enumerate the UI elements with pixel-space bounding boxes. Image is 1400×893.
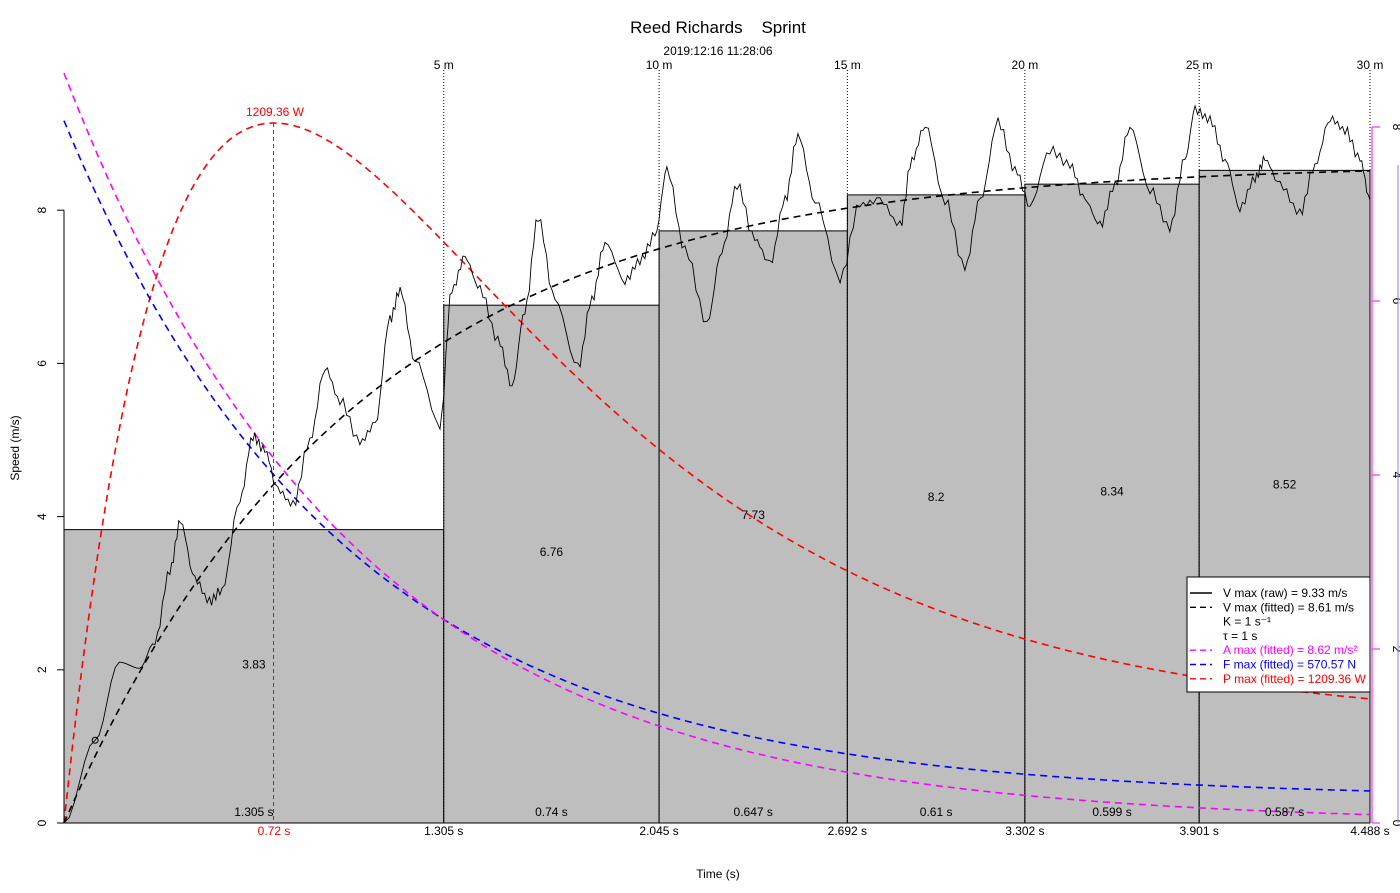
x-axis-label: Time (s): [696, 867, 740, 881]
split-bar: [443, 304, 660, 824]
pmax-label: 1209.36 W: [246, 105, 305, 119]
acceleration-fitted-curve: [63, 72, 1371, 816]
right-axis-tick-label: 2: [1390, 646, 1400, 653]
speed-raw-curve: [63, 104, 1371, 824]
legend-item-label: A max (fitted) = 8.62 m/s²: [1223, 643, 1357, 657]
labels: 3.83 1.305 s 1.305 s 5 m 6.76 0.74 s 2.045 s 10…: [234, 58, 1389, 838]
legend: V max (raw) = 9.33 m/sV max (fitted) = 8…: [1186, 576, 1371, 693]
split-time-tick-label: 3.302 s: [1005, 824, 1044, 838]
split-speed-label: 3.83: [242, 657, 266, 671]
split-speed-label: 7.73: [742, 508, 766, 522]
left-axis-tick-label: 2: [35, 666, 49, 673]
split-bar: [846, 194, 1026, 824]
split-distance-label: 20 m: [1012, 58, 1039, 72]
left-axis-tick-label: 8: [35, 207, 49, 214]
split-distance-label: 25 m: [1186, 58, 1213, 72]
split-duration-label: 0.74 s: [535, 805, 568, 819]
split-time-tick-label: 1.305 s: [424, 824, 463, 838]
split-distance-label: 15 m: [834, 58, 861, 72]
split-speed-label: 8.2: [928, 490, 945, 504]
split-bar: [658, 230, 848, 824]
split-speed-label: 8.52: [1273, 478, 1297, 492]
right-axis-tick-label: 8: [1390, 124, 1400, 131]
legend-item-label: F max (fitted) = 570.57 N: [1223, 658, 1356, 672]
left-axis-tick-label: 0: [35, 819, 49, 826]
left-axis-tick-label: 4: [35, 513, 49, 520]
speed-fitted-curve: [63, 170, 1371, 824]
chart-subtitle: 2019:12:16 11:28:06: [663, 44, 773, 58]
split-speed-label: 6.76: [540, 545, 564, 559]
right-axis-tick-label: 0: [1390, 820, 1400, 827]
raw-speed-marker: [91, 736, 99, 744]
split-duration-label: 1.305 s: [234, 805, 273, 819]
axes: 0 2 4 6 8 0 2 4 6 8: [35, 124, 1400, 827]
legend-item-label: K = 1 s⁻¹: [1223, 615, 1271, 629]
power-fitted-curve: [63, 122, 1371, 824]
split-speed-label: 8.34: [1100, 485, 1124, 499]
split-bar: [1024, 183, 1200, 824]
y-axis-label: Speed (m/s): [8, 415, 22, 480]
pmax-time-label: 0.72 s: [258, 824, 291, 838]
curves: [63, 72, 1371, 824]
chart-title: Reed Richards Sprint: [630, 18, 806, 37]
split-time-tick-label: 4.488 s: [1350, 824, 1389, 838]
split-distance-label: 30 m: [1357, 58, 1384, 72]
split-duration-label: 0.647 s: [734, 805, 773, 819]
split-distance-label: 10 m: [646, 58, 673, 72]
split-time-tick-label: 3.901 s: [1179, 824, 1218, 838]
right-axis-tick-label: 6: [1390, 298, 1400, 305]
split-duration-label: 0.587 s: [1265, 805, 1304, 819]
legend-item-label: P max (fitted) = 1209.36 W: [1223, 672, 1367, 686]
legend-item-label: V max (fitted) = 8.61 m/s: [1223, 600, 1354, 614]
split-bar: [63, 529, 445, 824]
left-axis-tick-label: 6: [35, 360, 49, 367]
split-distance-label: 5 m: [434, 58, 454, 72]
legend-item-label: τ = 1 s: [1223, 629, 1257, 643]
split-time-tick-label: 2.045 s: [639, 824, 678, 838]
split-duration-label: 0.61 s: [920, 805, 953, 819]
split-duration-label: 0.599 s: [1092, 805, 1131, 819]
legend-box: [1186, 576, 1371, 693]
split-bar: [1198, 169, 1371, 824]
right-axis-tick-label: 4: [1390, 472, 1400, 479]
split-bars: [63, 169, 1371, 824]
split-lines: [273, 70, 1371, 823]
force-fitted-curve: [63, 120, 1371, 792]
split-time-tick-label: 2.692 s: [828, 824, 867, 838]
legend-item-label: V max (raw) = 9.33 m/s: [1223, 586, 1347, 600]
